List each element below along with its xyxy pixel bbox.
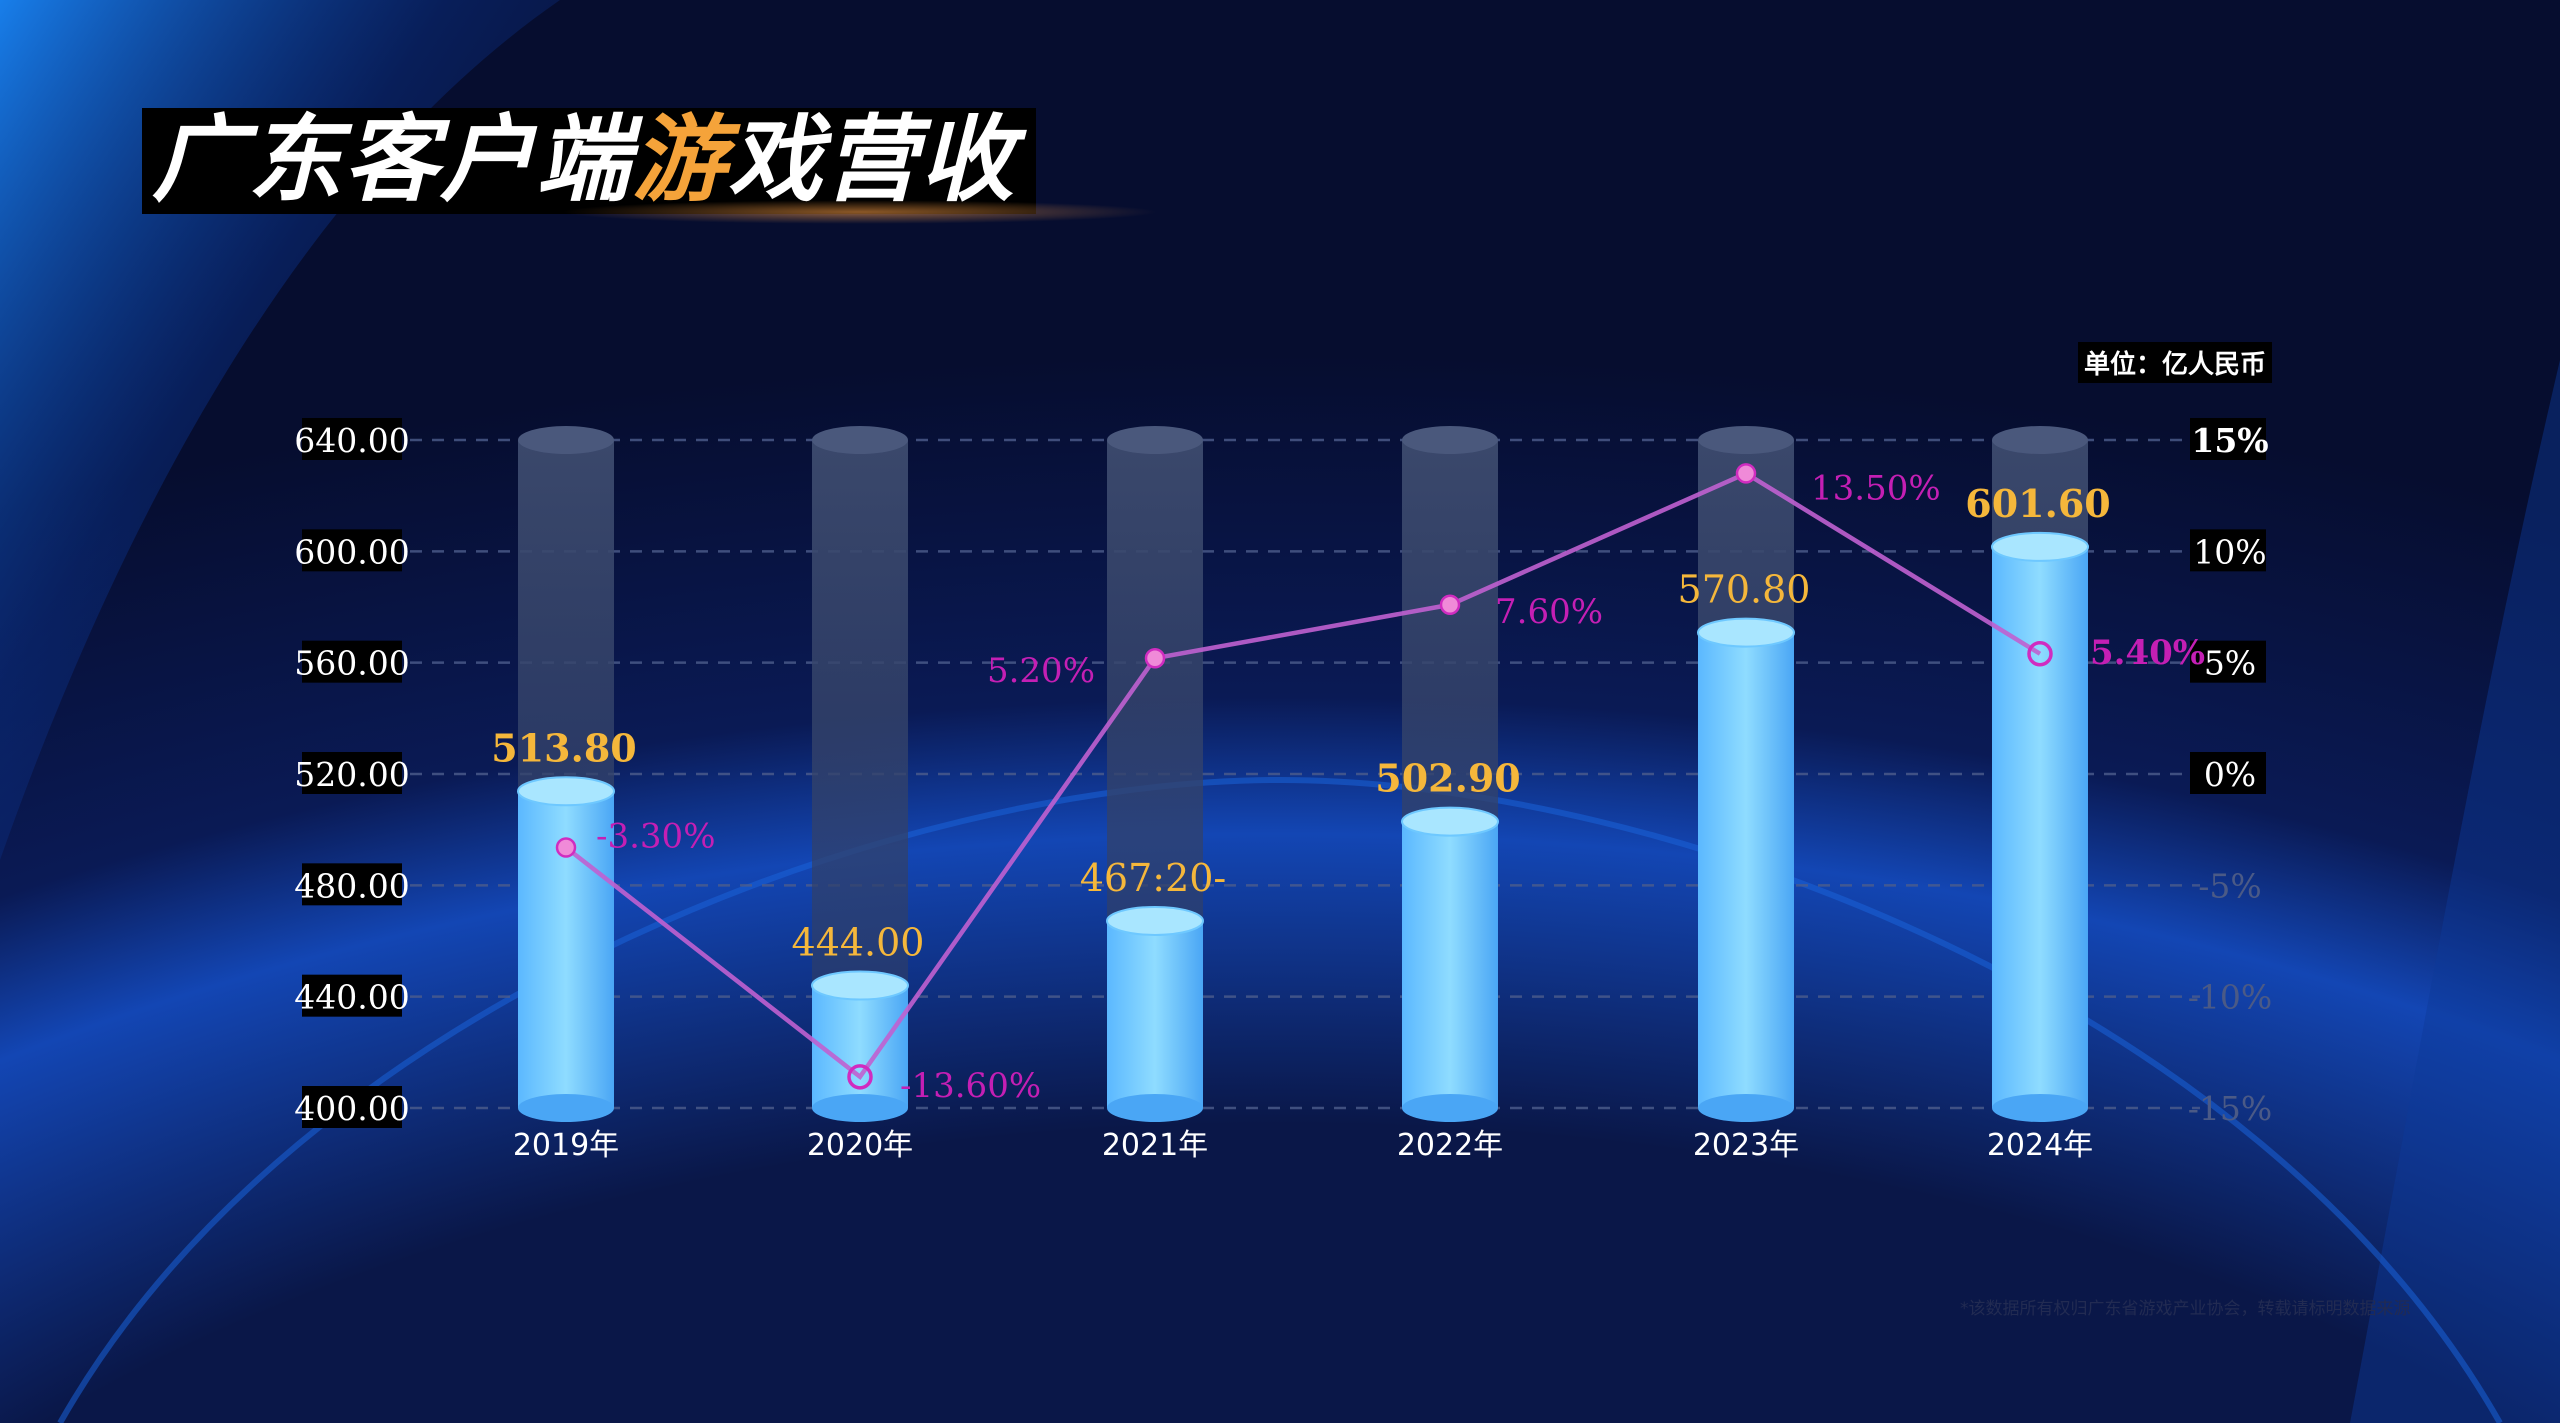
bar-track-cap [1107,426,1203,454]
ytick-right: -10% [2188,978,2273,1017]
xtick-label: 2020年 [807,1128,913,1163]
title-highlight: 游 [632,106,729,215]
ytick-left-bg [302,863,402,906]
value-label: 502.90 [1375,756,1520,801]
growth-point [847,1064,873,1090]
ytick-right: 15% [2191,421,2268,460]
ytick-left: 560.00 [294,644,409,683]
bar [1698,632,1794,1108]
source-note: *该数据所有权归广东省游戏产业协会，转载请标明数据来源 [1960,1299,2411,1319]
bar-track-cap [1698,426,1794,454]
xtick-label: 2019年 [513,1128,619,1163]
value-label: 444.00 [792,921,925,965]
ytick-left-bg [302,1086,402,1128]
bar-track-cap [812,426,908,454]
bar-cap [1401,806,1499,837]
value-label: 570.80 [1678,568,1811,612]
ytick-left-bg [302,640,402,683]
bar-base [1698,1094,1794,1122]
value-label: 467:20- [1080,856,1227,900]
xtick-label: 2022年 [1397,1128,1503,1163]
bar-cap [1106,905,1204,936]
growth-point [1735,463,1757,484]
percent-label: 5.40% [2090,633,2205,673]
ytick-right: 5% [2204,644,2256,683]
xtick-label: 2023年 [1693,1128,1799,1163]
ytick-right: -15% [2188,1089,2273,1128]
page-title: 广东客户端游戏营收 [142,106,1037,215]
xtick-label: 2021年 [1102,1128,1208,1163]
bar [812,985,908,1108]
bar-cap [811,970,909,1001]
value-label: 513.80 [491,725,636,770]
ytick-right: 0% [2204,755,2256,794]
ytick-left: 440.00 [294,978,409,1017]
title-suffix: 戏营收 [728,106,1017,215]
bar-base [518,1094,614,1122]
bar [1107,920,1203,1108]
bar-base [812,1094,908,1122]
ytick-left: 400.00 [294,1089,409,1128]
title-glow [560,200,1160,224]
bar-track-cap [1992,426,2088,454]
bar-base [1107,1094,1203,1122]
bar-track-cap [518,426,614,454]
value-label: 601.60 [1965,481,2110,526]
growth-line [564,470,2042,1081]
bar-track-cap [1402,426,1498,454]
ytick-left: 600.00 [294,532,409,571]
ytick-right-bg [2190,752,2266,794]
bar-cap [1991,531,2089,562]
ytick-left-bg [302,974,402,1017]
growth-point [1144,647,1166,669]
bar-base [1992,1094,2088,1122]
percent-label: -13.60% [900,1066,1041,1106]
percent-label: 13.50% [1811,468,1941,508]
title-prefix: 广东客户端 [152,106,633,215]
bar [1992,546,2088,1108]
growth-point [1439,594,1461,616]
xtick-label: 2024年 [1987,1128,2093,1163]
percent-label: 7.60% [1495,592,1603,632]
ytick-left-bg [302,529,402,572]
percent-label: 5.20% [987,651,1095,691]
ytick-left-bg [302,418,402,460]
percent-label: -3.30% [596,816,716,856]
bar-base [1402,1094,1498,1122]
bar-cap [517,776,615,807]
ytick-right: 10% [2193,532,2266,571]
growth-point [555,837,577,858]
ytick-left: 480.00 [294,866,409,905]
bar-cap [1697,617,1795,648]
unit-label: 单位：亿人民币 [2078,342,2273,383]
ytick-right-bg [2190,640,2266,683]
ytick-right-bg [2190,529,2266,572]
ytick-right-bg [2190,418,2266,460]
ytick-left: 640.00 [294,421,409,460]
ytick-left: 520.00 [294,755,409,794]
ytick-left-bg [302,752,402,794]
growth-point [2027,641,2053,667]
ytick-right: -5% [2198,866,2262,905]
bar [1402,821,1498,1108]
